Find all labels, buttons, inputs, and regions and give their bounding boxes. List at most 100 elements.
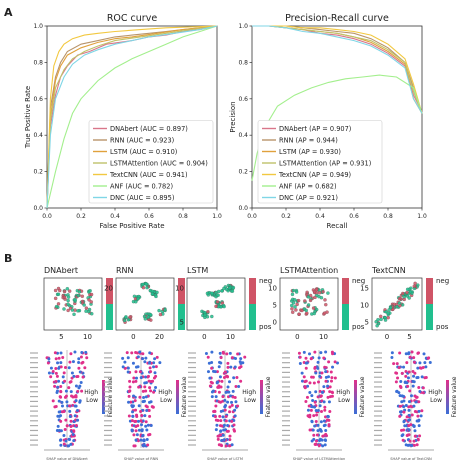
shap-dot-low (314, 390, 318, 394)
embedding-plot-TextCNN: TextCNN 0 5 15 10 5 neg pos (360, 266, 449, 341)
point-pos (231, 285, 236, 290)
shap-dot-low (410, 444, 414, 448)
shap-dot-low (319, 420, 323, 424)
shap-dot-high (76, 375, 80, 379)
point-pos (326, 291, 330, 295)
shap-dot-low (399, 380, 403, 384)
shap-dot-high (417, 386, 421, 390)
point-pos (376, 321, 381, 326)
shap-dot-low (414, 400, 418, 404)
y-tick-label: 0.2 (238, 169, 248, 176)
point-neg (297, 312, 301, 316)
shap-dot-high (151, 379, 155, 383)
roc-chart: ROC curve False Positive Rate True Positiv… (24, 13, 222, 230)
shap-dot-high (140, 414, 144, 418)
shap-dot-low (70, 371, 74, 375)
shap-dot-low (400, 400, 404, 404)
shap-dot-high (407, 370, 411, 374)
legend-entry: TextCNN (AUC = 0.941) (109, 171, 188, 179)
shap-dot-low (146, 423, 150, 427)
shap-dot-high (313, 350, 317, 354)
shap-dot-low (318, 404, 322, 408)
point-neg (321, 290, 325, 294)
point-pos (72, 312, 76, 317)
point-pos (134, 300, 138, 304)
point-pos (66, 302, 70, 306)
shap-dot-high (69, 352, 73, 356)
shap-dot-low (331, 365, 335, 369)
shap-dot-high (315, 413, 319, 417)
shap-dot-low (139, 376, 143, 380)
point-neg (58, 288, 62, 293)
shap-dot-high (216, 437, 220, 441)
point-pos (388, 305, 393, 310)
point-pos (82, 303, 86, 307)
shap-dot-high (125, 351, 129, 355)
shap-dot-high (321, 434, 325, 438)
point-pos (313, 309, 317, 314)
point-neg (305, 311, 309, 315)
shap-dot-low (126, 400, 130, 404)
point-pos (292, 298, 297, 302)
point-pos (90, 312, 94, 316)
shap-dot-high (297, 351, 301, 355)
x-tick-label: 0.0 (42, 213, 52, 220)
shap-dot-high (62, 442, 66, 446)
legend-entry: LSTMAttention (AUC = 0.904) (110, 160, 208, 168)
shap-dot-high (68, 380, 72, 384)
shap-dot-high (80, 389, 84, 393)
shap-dot-high (129, 400, 133, 404)
shap-dot-high (138, 395, 142, 399)
shap-dot-low (314, 409, 318, 413)
x-tick-label: 10 (319, 333, 328, 341)
y-axis-label: Precision (229, 101, 237, 132)
point-pos (290, 292, 295, 297)
y-tick-label: 10 (268, 285, 277, 293)
y-tick-label: 10 (360, 302, 369, 310)
legend-entry: DNC (AP = 0.921) (279, 194, 338, 202)
series-line-RNN (46, 25, 218, 209)
shap-dot-low (72, 439, 76, 443)
shap-dot-high (79, 355, 83, 359)
legend-entry: LSTMAttention (AP = 0.931) (279, 160, 371, 168)
shap-dot-high (221, 351, 225, 355)
shap-dot-high (127, 389, 131, 393)
shap-dot-low (230, 400, 234, 404)
shap-dot-high (139, 409, 143, 413)
shap-dot-low (223, 398, 227, 402)
shap-dot-high (304, 356, 308, 360)
point-pos (214, 290, 218, 295)
shap-dot-high (81, 375, 85, 379)
embedding-title: TextCNN (371, 266, 406, 275)
point-pos (122, 318, 127, 323)
shap-dot-low (226, 400, 230, 404)
point-pos (222, 304, 226, 309)
shap-dot-low (300, 379, 304, 383)
shap-dot-low (313, 424, 317, 428)
colorbar-low-label: Low (430, 397, 442, 404)
shap-dot-low (311, 398, 315, 402)
colorbar-low-label: Low (338, 397, 350, 404)
shap-dot-high (298, 355, 302, 359)
shap-dot-low (316, 408, 320, 412)
embedding-title: LSTMAttention (280, 266, 338, 275)
shap-dot-high (154, 365, 158, 369)
shap-dot-low (126, 370, 130, 374)
shap-dot-low (308, 352, 312, 356)
series-line-LSTM (252, 25, 423, 114)
point-pos (293, 305, 297, 309)
shap-dot-low (69, 390, 73, 394)
shap-dot-low (417, 409, 421, 413)
shap-dot-high (77, 366, 81, 370)
shap-dot-low (213, 370, 217, 374)
shap-dot-low (65, 400, 69, 404)
shap-dot-low (322, 400, 326, 404)
legend-entry: DNC (AUC = 0.895) (110, 194, 174, 202)
point-neg (314, 287, 319, 292)
point-pos (294, 290, 299, 294)
shap-dot-low (399, 410, 403, 414)
shap-dot-low (412, 404, 416, 408)
shap-dot-low (66, 444, 70, 448)
